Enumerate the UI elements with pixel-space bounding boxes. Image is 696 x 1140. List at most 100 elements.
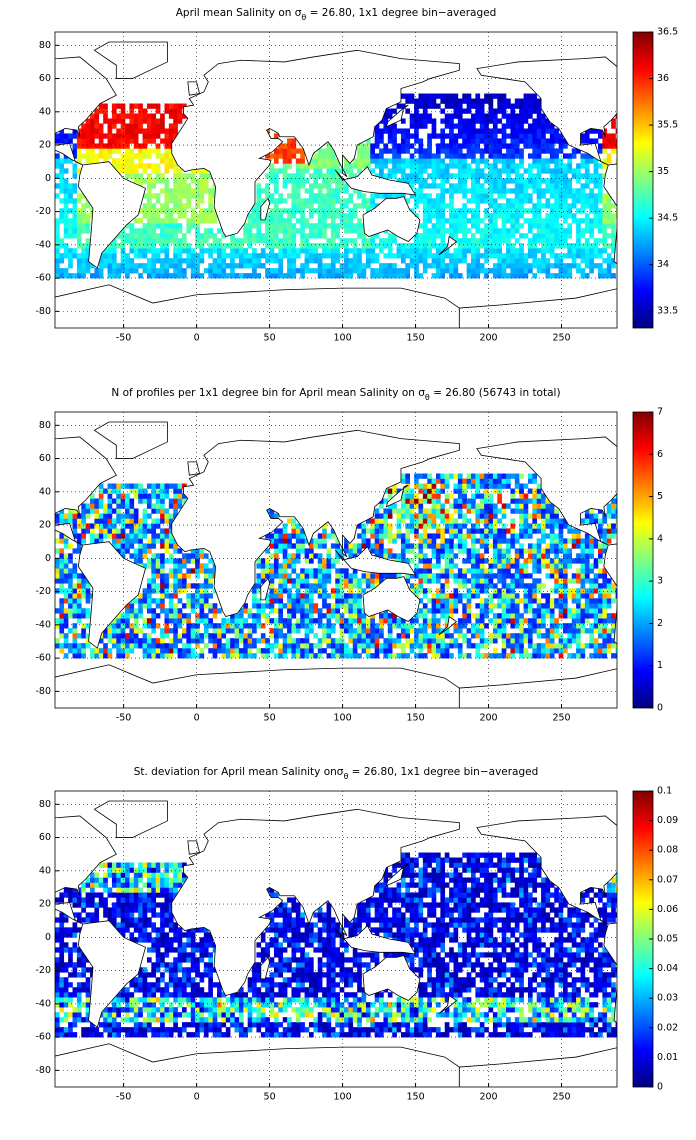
data-cell	[357, 148, 362, 154]
data-cell	[190, 598, 196, 604]
data-cell	[453, 98, 459, 104]
data-cell	[63, 138, 69, 144]
data-cell	[514, 203, 520, 209]
data-cell	[510, 168, 516, 174]
data-cell	[63, 213, 69, 219]
data-cell	[549, 173, 555, 179]
data-cell	[514, 103, 520, 109]
data-cell	[129, 148, 135, 154]
data-cell	[492, 573, 498, 579]
data-cell	[475, 248, 481, 254]
data-cell	[497, 248, 502, 254]
data-cell	[348, 598, 354, 604]
data-cell	[335, 163, 340, 169]
data-cell	[567, 158, 573, 164]
data-cell	[466, 148, 472, 154]
data-cell	[330, 558, 336, 564]
data-cell	[387, 123, 393, 129]
data-cell	[554, 233, 559, 239]
data-cell	[589, 158, 594, 164]
data-cell	[462, 128, 467, 134]
data-cell	[431, 498, 437, 504]
data-cell	[497, 493, 502, 499]
data-cell	[94, 503, 100, 509]
data-cell	[519, 243, 524, 249]
data-cell	[287, 533, 292, 539]
data-cell	[125, 543, 130, 549]
data-cell	[199, 253, 205, 259]
data-cell	[400, 168, 406, 174]
data-cell	[335, 583, 340, 589]
data-cell	[85, 623, 91, 629]
data-cell	[519, 163, 524, 169]
data-cell	[348, 608, 354, 614]
data-cell	[387, 138, 393, 144]
data-cell	[107, 508, 113, 514]
data-cell	[584, 258, 590, 264]
data-cell	[510, 593, 516, 599]
data-cell	[181, 248, 187, 254]
data-cell	[278, 238, 284, 244]
data-cell	[326, 568, 332, 574]
data-cell	[449, 188, 454, 194]
data-cell	[418, 173, 424, 179]
data-cell	[427, 153, 432, 159]
data-cell	[208, 218, 213, 224]
data-cell	[63, 158, 69, 164]
data-cell	[81, 593, 86, 599]
data-cell	[484, 623, 489, 629]
data-cell	[173, 608, 178, 614]
data-cell	[190, 638, 196, 644]
data-cell	[444, 623, 450, 629]
data-cell	[527, 228, 533, 234]
data-cell	[313, 163, 319, 169]
data-cell	[146, 258, 152, 264]
data-cell	[466, 618, 472, 624]
data-cell	[479, 528, 485, 534]
data-cell	[256, 208, 262, 214]
data-cell	[466, 578, 472, 584]
data-cell	[339, 238, 345, 244]
data-cell	[208, 578, 213, 584]
data-cell	[59, 643, 65, 649]
data-cell	[116, 618, 121, 624]
data-cell	[164, 148, 170, 154]
data-cell	[527, 153, 533, 159]
data-cell	[304, 163, 310, 169]
data-cell	[304, 243, 310, 249]
data-cell	[68, 188, 73, 194]
data-cell	[313, 168, 319, 174]
data-cell	[365, 153, 371, 159]
data-cell	[90, 273, 95, 279]
data-cell	[120, 613, 126, 619]
data-cell	[435, 608, 441, 614]
data-cell	[203, 633, 209, 639]
data-cell	[357, 158, 362, 164]
data-cell	[471, 143, 476, 149]
data-cell	[348, 618, 354, 624]
data-cell	[125, 223, 130, 229]
data-cell	[374, 253, 380, 259]
data-cell	[567, 213, 573, 219]
data-cell	[479, 128, 485, 134]
data-cell	[234, 648, 240, 654]
data-cell	[138, 253, 143, 259]
data-cell	[479, 533, 485, 539]
data-cell	[142, 153, 148, 159]
data-cell	[317, 173, 323, 179]
data-cell	[427, 563, 432, 569]
data-cell	[68, 578, 73, 584]
data-cell	[427, 513, 432, 519]
data-cell	[273, 183, 279, 189]
data-cell	[186, 613, 192, 619]
data-cell	[506, 148, 511, 154]
data-cell	[392, 143, 397, 149]
data-cell	[238, 638, 244, 644]
data-cell	[484, 98, 489, 104]
data-cell	[125, 623, 130, 629]
data-cell	[116, 538, 121, 544]
data-cell	[361, 578, 367, 584]
data-cell	[208, 593, 213, 599]
data-cell	[466, 518, 472, 524]
data-cell	[352, 223, 358, 229]
